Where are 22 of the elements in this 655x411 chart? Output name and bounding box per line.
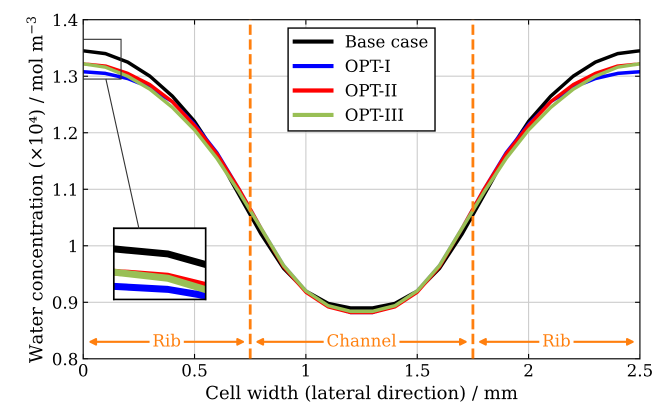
x-tick-label: 0	[78, 364, 88, 377]
y-tick-label: 1.2	[54, 126, 77, 140]
legend-label: OPT-I	[346, 59, 390, 72]
legend-label: Base case	[346, 35, 428, 48]
y-tick-label: 1.3	[54, 70, 78, 83]
y-axis-title: Water concentration (×10⁴) / mol m$^{−3}$	[26, 16, 46, 363]
legend-label: OPT-III	[346, 108, 404, 122]
annotation: Rib	[543, 334, 570, 347]
y-tick-label: 0.8	[52, 352, 78, 366]
y-tick-label: 1.1	[54, 183, 76, 196]
y-tick-label: 1.4	[54, 14, 78, 26]
y-tick-label: 0.9	[52, 296, 78, 309]
annotation: Rib	[153, 334, 180, 347]
x-tick-label: 2	[524, 364, 532, 376]
x-tick-label: 0.5	[182, 364, 206, 377]
y-tick-label: 1	[70, 240, 76, 252]
x-axis-title: Cell width (lateral direction) / mm	[206, 385, 518, 402]
x-tick-label: 2.5	[628, 364, 652, 377]
x-tick-label: 1	[302, 364, 309, 376]
legend-label: OPT-II	[346, 84, 396, 97]
x-tick-label: 1.5	[406, 364, 430, 377]
annotation: Channel	[327, 334, 396, 347]
